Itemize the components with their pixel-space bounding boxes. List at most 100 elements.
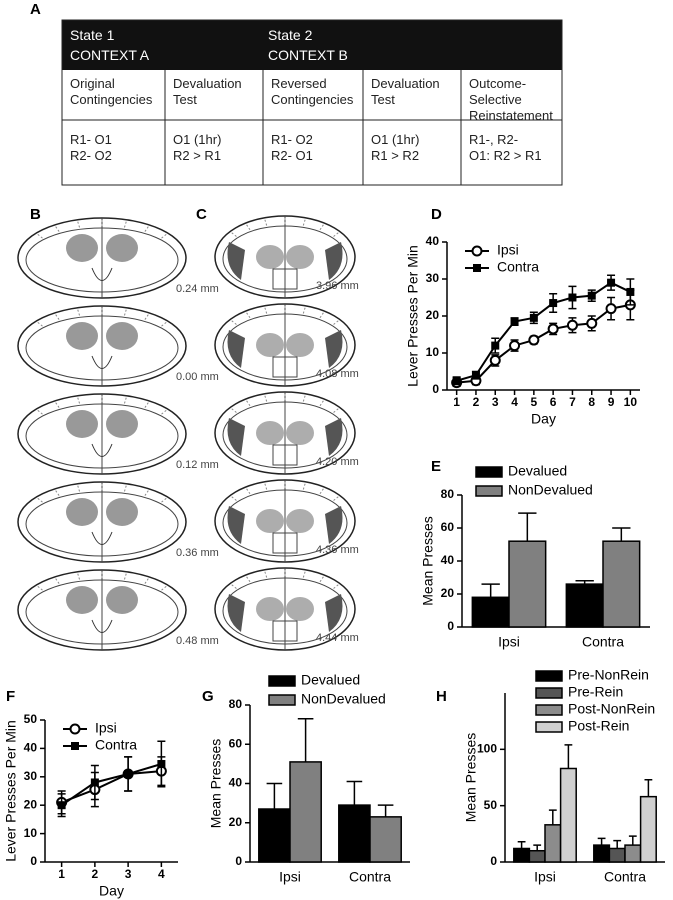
- y-tick-label: 80: [441, 487, 455, 501]
- lesion: [286, 333, 314, 357]
- x-tick-label: Contra: [582, 634, 624, 650]
- table-border: [61, 19, 563, 186]
- lesion: [66, 410, 98, 438]
- legend-label: Post-Rein: [568, 718, 629, 734]
- brain-grid: [264, 219, 268, 226]
- brain-grid: [37, 233, 43, 239]
- bar: [565, 583, 604, 628]
- lesion: [66, 586, 98, 614]
- brain-grid: [302, 219, 306, 226]
- lateral-region: [227, 330, 245, 368]
- y-tick-label: 40: [441, 553, 455, 567]
- legend-swatch: [535, 721, 563, 733]
- brain-grid: [231, 232, 237, 237]
- bar: [338, 804, 371, 863]
- lesion: [66, 498, 98, 526]
- brain-grid: [302, 483, 306, 490]
- legend-swatch: [535, 670, 563, 682]
- legend-swatch: [535, 704, 563, 716]
- legend-label: Ipsi: [95, 720, 117, 736]
- lateral-region: [325, 594, 343, 632]
- legend-swatch: [268, 675, 296, 687]
- brain-section: [214, 479, 356, 563]
- depth-label: 0.24 mm: [176, 283, 219, 295]
- legend-marker: [471, 245, 483, 257]
- y-tick-label: 100: [477, 742, 497, 756]
- table-header-band: [62, 20, 562, 70]
- lateral-region: [227, 418, 245, 456]
- table-cell-line: R2- O1: [271, 148, 313, 163]
- legend-label: NonDevalued: [301, 691, 386, 707]
- table-header-text: State 2: [268, 27, 313, 43]
- brainstem: [272, 444, 298, 466]
- ventricle: [91, 443, 113, 457]
- y-tick-label: 10: [426, 345, 440, 359]
- brain-grid: [319, 400, 324, 407]
- brain-grid: [123, 221, 127, 228]
- bar: [289, 761, 322, 863]
- marker: [587, 291, 596, 300]
- brain-grid: [264, 571, 268, 578]
- x-tick-label: 10: [624, 395, 638, 409]
- lesion: [106, 410, 138, 438]
- lateral-region: [227, 242, 245, 280]
- error-bar: [518, 512, 537, 542]
- series-line: [456, 303, 631, 384]
- brain-grid: [231, 584, 237, 589]
- legend-swatch: [535, 687, 563, 699]
- brain-grid: [77, 397, 81, 404]
- lesion: [286, 245, 314, 269]
- brain-grid: [55, 402, 60, 408]
- panel-letter: C: [196, 206, 207, 223]
- brain-section: [17, 217, 187, 299]
- x-tick-label: 1: [453, 395, 460, 409]
- error-bar: [266, 782, 283, 810]
- brain-grid: [123, 573, 127, 580]
- bar: [544, 824, 562, 863]
- marker: [452, 376, 461, 385]
- legend-swatch: [268, 694, 296, 706]
- brain-grid: [123, 397, 127, 404]
- lesion: [66, 322, 98, 350]
- table-cell-line: Test: [371, 92, 395, 107]
- x-tick-label: 1: [58, 867, 65, 881]
- marker: [489, 354, 501, 366]
- brain-grid: [161, 585, 167, 591]
- legend-swatch: [475, 466, 503, 478]
- x-tick-label: 3: [125, 867, 132, 881]
- lesion: [286, 509, 314, 533]
- x-tick-label: Ipsi: [279, 869, 301, 885]
- y-tick-label: 80: [229, 697, 243, 711]
- brain-section: [17, 569, 187, 651]
- brain-grid: [55, 578, 60, 584]
- error-bar: [346, 780, 363, 806]
- panel-letter: E: [431, 458, 441, 475]
- y-axis-label: Lever Presses Per Min: [3, 720, 19, 862]
- y-tick-label: 0: [432, 382, 439, 396]
- marker: [547, 323, 559, 335]
- brain-grid: [77, 221, 81, 228]
- marker: [586, 317, 598, 329]
- bar: [369, 816, 402, 863]
- brain-grid: [333, 408, 339, 413]
- marker: [124, 769, 133, 778]
- legend-label: Pre-NonRein: [568, 667, 649, 683]
- depth-label: 4.44 mm: [316, 632, 359, 644]
- lateral-region: [227, 506, 245, 544]
- brain-section: [17, 393, 187, 475]
- table-cell: R1- O1 R2- O2: [62, 128, 165, 164]
- table-cell: Outcome- Selective Reinstatement: [461, 72, 562, 124]
- y-tick-label: 0: [235, 854, 242, 868]
- panel-letter: H: [436, 688, 447, 705]
- legend-label: Devalued: [301, 672, 360, 688]
- brain-grid: [144, 578, 149, 584]
- brain-grid: [231, 496, 237, 501]
- error-bar: [481, 583, 500, 598]
- y-axis-label: Mean Presses: [463, 733, 479, 822]
- brain-grid: [264, 395, 268, 402]
- table-cell-line: O1 (1hr): [371, 132, 420, 147]
- depth-label: 0.12 mm: [176, 459, 219, 471]
- y-tick-label: 20: [441, 586, 455, 600]
